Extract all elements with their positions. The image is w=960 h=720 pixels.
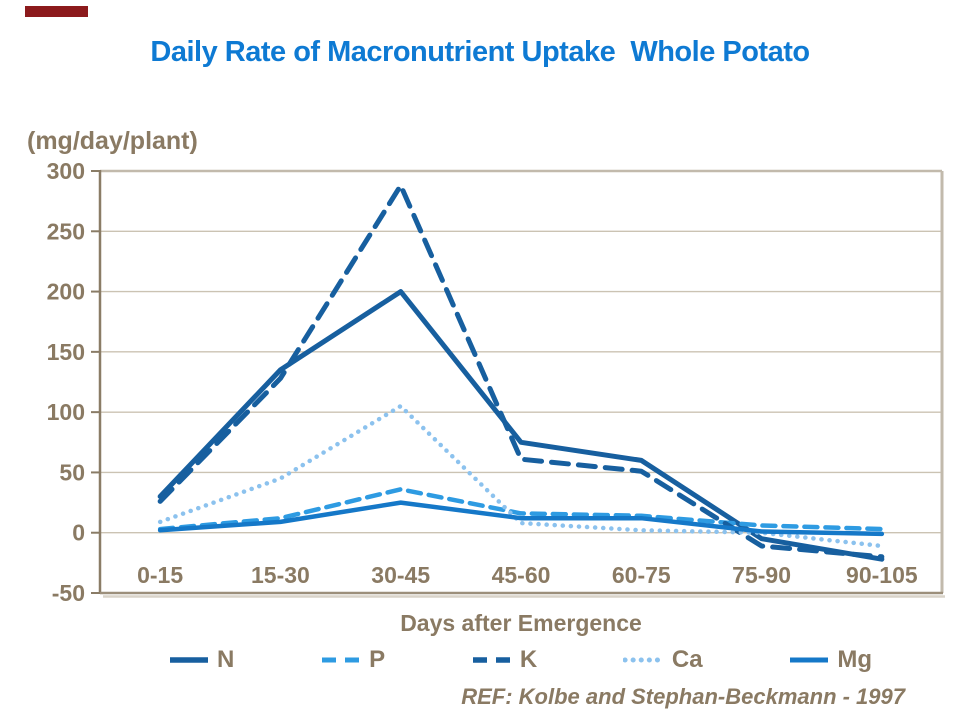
y-tick-label: 150 bbox=[47, 339, 85, 365]
series-line-Mg bbox=[157, 500, 885, 537]
y-tick-label: 300 bbox=[47, 158, 85, 184]
y-axis-unit-label: (mg/day/plant) bbox=[27, 127, 198, 155]
legend-swatch-K bbox=[472, 657, 511, 663]
legend-label-Mg: Mg bbox=[837, 646, 872, 673]
y-tick-label: 100 bbox=[47, 399, 85, 425]
x-axis-title: Days after Emergence bbox=[400, 610, 642, 636]
legend-item-Ca: Ca bbox=[622, 646, 703, 673]
chart-title: Daily Rate of Macronutrient Uptake Whole… bbox=[150, 36, 810, 68]
y-tick-label: 200 bbox=[47, 279, 85, 305]
legend-item-Mg: Mg bbox=[788, 648, 872, 672]
y-tick-label: 0 bbox=[72, 520, 85, 546]
x-tick-label: 15-30 bbox=[251, 562, 310, 588]
legend: N P K Ca Mg bbox=[168, 648, 872, 672]
x-tick-label: 30-45 bbox=[371, 562, 430, 588]
x-tick-label: 60-75 bbox=[612, 562, 671, 588]
series-line-Ca bbox=[157, 403, 885, 549]
legend-label-Ca: Ca bbox=[671, 646, 703, 673]
series-line-K bbox=[157, 183, 885, 560]
y-tick-label: 50 bbox=[59, 459, 85, 485]
series-line-P bbox=[157, 487, 885, 532]
legend-label-K: K bbox=[519, 646, 538, 673]
legend-swatch-Mg bbox=[790, 657, 829, 663]
legend-label-N: N bbox=[217, 646, 235, 673]
x-tick-label: 90-105 bbox=[846, 562, 918, 588]
y-tick-label: 250 bbox=[47, 218, 85, 244]
legend-swatch-N bbox=[170, 657, 208, 663]
accent-bar bbox=[25, 6, 88, 17]
x-tick-label: 0-15 bbox=[137, 562, 183, 588]
series-line-N bbox=[157, 289, 885, 562]
legend-swatch-P bbox=[322, 657, 361, 663]
legend-label-P: P bbox=[369, 646, 386, 673]
legend-swatch-Ca bbox=[622, 657, 665, 663]
x-tick-label: 75-90 bbox=[732, 562, 791, 588]
legend-item-K: K bbox=[471, 648, 537, 672]
y-tick-label: -50 bbox=[52, 580, 85, 606]
legend-item-N: N bbox=[168, 648, 234, 672]
legend-item-P: P bbox=[320, 648, 385, 672]
x-tick-label: 45-60 bbox=[492, 562, 551, 588]
reference-text: REF: Kolbe and Stephan-Beckmann - 1997 bbox=[461, 684, 905, 709]
